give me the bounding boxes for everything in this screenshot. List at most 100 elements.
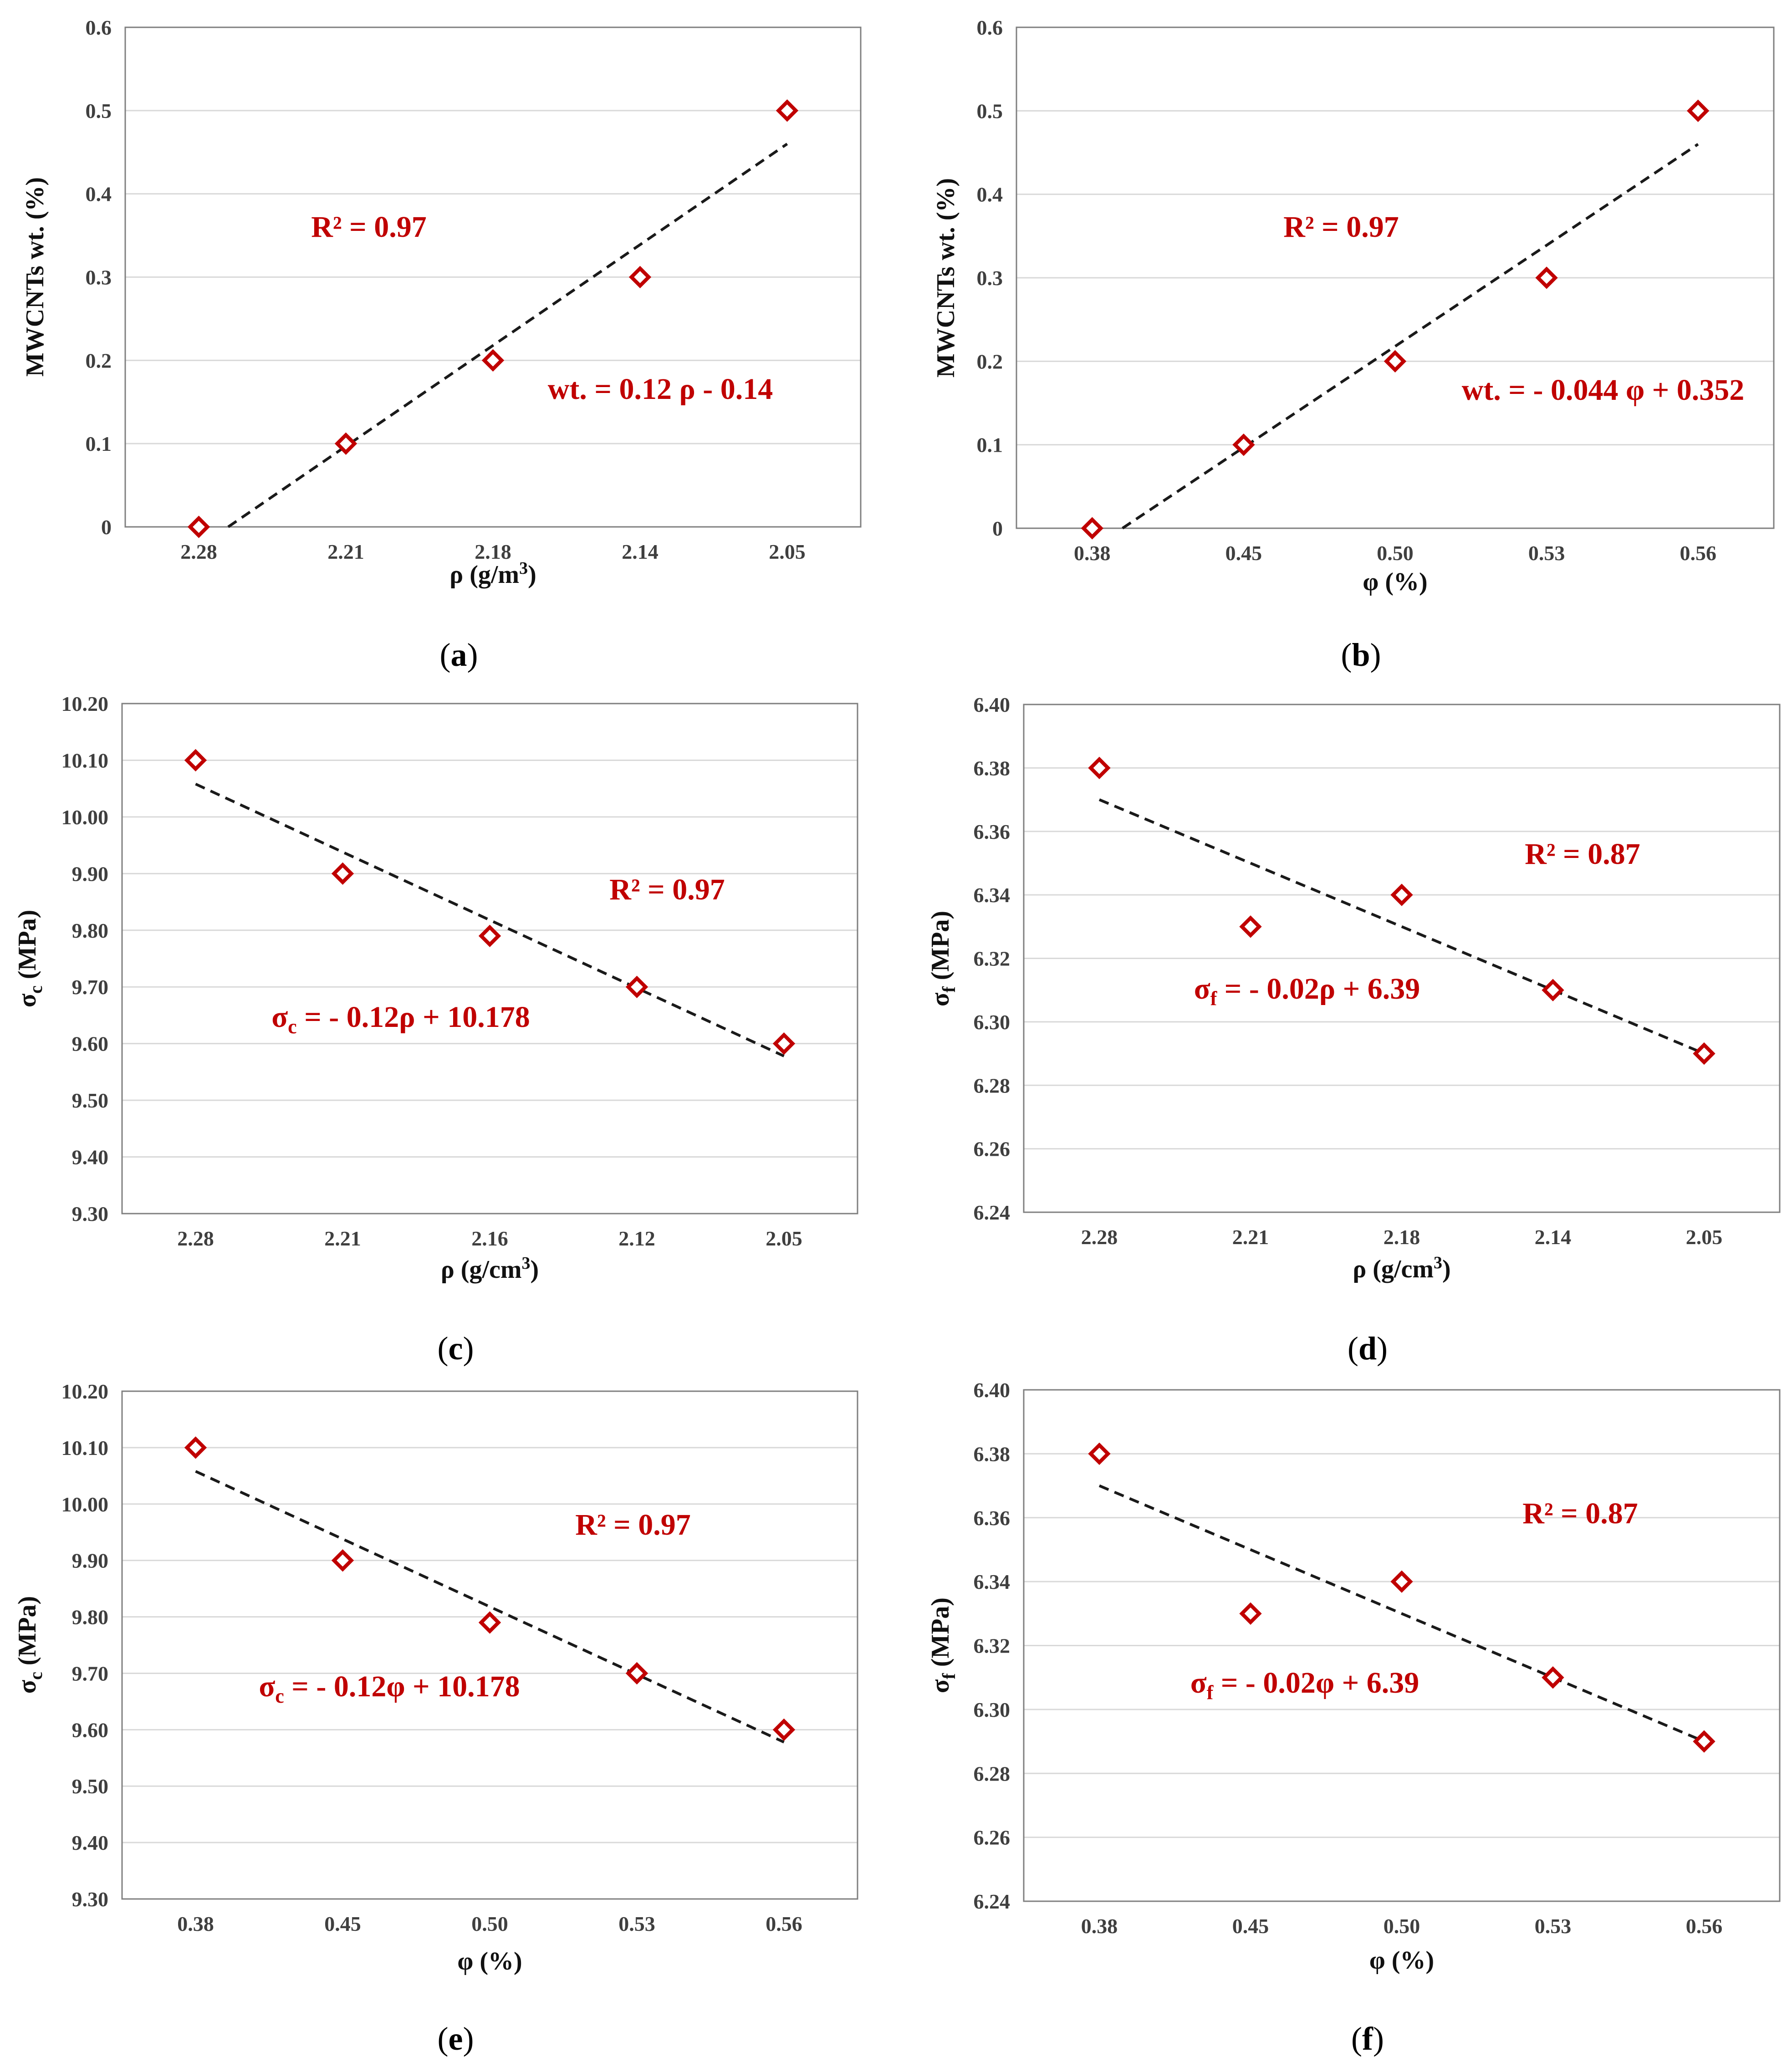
equation-rest: = - 0.12φ + 10.178 — [284, 1670, 520, 1703]
y-axis-label-main: σ — [13, 1679, 41, 1694]
y-tick-label: 9.60 — [72, 1032, 109, 1056]
y-tick-label: 0.3 — [977, 266, 1003, 290]
y-axis-label-subscript: c — [26, 985, 46, 994]
panel-caption: (d) — [1348, 1330, 1388, 1367]
x-axis-label-main: ρ (g/cm — [1353, 1255, 1434, 1283]
x-tick-label: 0.45 — [1232, 1914, 1269, 1938]
x-tick-label: 0.45 — [1225, 541, 1262, 565]
data-point — [1693, 1042, 1715, 1065]
y-tick-label: 6.24 — [974, 1201, 1011, 1224]
y-tick-label: 0 — [101, 515, 112, 539]
x-tick-label: 2.14 — [622, 540, 659, 563]
x-tick-label: 0.56 — [766, 1912, 802, 1935]
y-axis-label-main: MWCNTs wt. (%) — [21, 177, 49, 377]
data-point — [625, 1662, 648, 1685]
y-tick-label: 0.4 — [86, 183, 112, 206]
equation-symbol: σ — [271, 1000, 288, 1034]
data-point — [1687, 99, 1710, 122]
plot-area-border — [121, 1390, 858, 1900]
panel-caption: (c) — [438, 1330, 474, 1367]
y-axis-label: σc (MPa) — [13, 910, 46, 1008]
x-axis-label: ρ (g/cm3) — [441, 1254, 539, 1284]
y-tick-label: 10.00 — [61, 1493, 109, 1516]
equation-subscript: c — [288, 1016, 297, 1038]
fit-equation-annotation: wt. = - 0.044 φ + 0.352 — [1462, 373, 1745, 407]
data-point — [1239, 915, 1262, 938]
x-axis-label-superscript: 3 — [522, 1254, 531, 1273]
data-point — [1232, 434, 1255, 456]
y-tick-label: 6.32 — [974, 947, 1011, 970]
caption-open-paren: ( — [1351, 2021, 1362, 2057]
equation-symbol: σ — [259, 1670, 275, 1703]
y-tick-label: 9.70 — [72, 1662, 109, 1685]
data-point — [776, 99, 799, 122]
data-point — [1384, 350, 1407, 373]
data-point — [1088, 756, 1111, 780]
caption-close-paren: ) — [1373, 2021, 1384, 2057]
y-tick-label: 6.32 — [974, 1634, 1011, 1658]
y-tick-label: 6.26 — [974, 1138, 1011, 1161]
caption-letter: c — [449, 1330, 463, 1367]
y-tick-label: 9.70 — [72, 975, 109, 999]
x-tick-label: 2.18 — [475, 540, 511, 563]
x-axis-label-main: φ (%) — [1369, 1946, 1434, 1975]
y-axis-label-main: σ — [926, 1679, 955, 1693]
data-point — [1390, 1570, 1413, 1593]
x-tick-label: 0.53 — [618, 1912, 655, 1935]
data-point — [1542, 1666, 1564, 1689]
r-squared-annotation: R² = 0.97 — [609, 873, 725, 906]
caption-open-paren: ( — [438, 1330, 449, 1367]
fit-equation-annotation: σc = - 0.12ρ + 10.178 — [271, 1000, 530, 1038]
x-tick-label: 0.50 — [471, 1912, 508, 1935]
y-axis-label: σf (MPa) — [926, 1597, 959, 1693]
trendline — [1098, 798, 1705, 1055]
y-tick-label: 0.1 — [86, 432, 112, 455]
y-axis-label: σc (MPa) — [13, 1596, 46, 1694]
plot-area-border — [1023, 1389, 1781, 1902]
y-tick-label: 9.30 — [72, 1888, 109, 1911]
chart-panel-e: 9.30 9.40 9.50 9.60 9.70 9.80 9.90 10.00 10.10 10… — [13, 1380, 858, 2057]
chart-panel-f: 6.24 6.26 6.28 6.30 6.32 6.34 6.36 6.38 6.40 0.38… — [926, 1378, 1781, 2057]
y-axis-label-subscript: f — [939, 1673, 959, 1679]
equation-symbol: σ — [1194, 972, 1210, 1005]
x-axis-label: φ (%) — [1363, 568, 1427, 596]
y-tick-label: 6.40 — [974, 693, 1011, 716]
y-axis-label-main: σ — [13, 993, 41, 1007]
y-tick-label: 9.90 — [72, 1549, 109, 1572]
trendline — [195, 782, 785, 1057]
y-axis-label-end: (MPa) — [926, 911, 955, 986]
data-point — [187, 515, 210, 538]
x-tick-label: 2.05 — [1686, 1225, 1723, 1249]
caption-open-paren: ( — [440, 637, 451, 673]
y-axis-label: σf (MPa) — [926, 911, 959, 1006]
x-tick-label: 2.05 — [769, 540, 806, 563]
y-tick-label: 6.38 — [974, 756, 1011, 780]
y-axis-label-end: (MPa) — [13, 1596, 41, 1672]
x-tick-label: 2.28 — [177, 1227, 214, 1250]
y-tick-label: 6.30 — [974, 1698, 1011, 1721]
y-tick-label: 0.6 — [86, 16, 112, 39]
trendline — [1098, 1484, 1705, 1743]
y-axis-label-main: MWCNTs wt. (%) — [932, 178, 960, 378]
fit-equation-annotation: wt. = 0.12 ρ - 0.14 — [548, 373, 773, 406]
y-tick-label: 0 — [992, 517, 1003, 540]
r-squared-annotation: R² = 0.97 — [575, 1508, 691, 1541]
y-tick-label: 0.2 — [977, 350, 1003, 373]
equation-rest: = - 0.12ρ + 10.178 — [297, 1000, 530, 1034]
y-tick-label: 9.40 — [72, 1831, 109, 1854]
data-point — [478, 1611, 501, 1634]
y-tick-label: 6.30 — [974, 1011, 1011, 1034]
x-axis-label: ρ (g/cm3) — [1353, 1253, 1450, 1283]
plot-area-border — [1023, 704, 1781, 1213]
y-tick-label: 0.3 — [86, 266, 112, 289]
y-tick-label: 0.1 — [977, 434, 1003, 457]
chart-panel-b: 0 0.1 0.2 0.3 0.4 0.5 0.6 0.38 0.45 0.50 0.53 0.56 R… — [932, 16, 1775, 673]
y-tick-label: 6.28 — [974, 1762, 1011, 1785]
r-squared-annotation: R² = 0.87 — [1522, 1497, 1638, 1530]
caption-letter: e — [449, 2021, 463, 2057]
x-tick-label: 0.56 — [1680, 541, 1716, 565]
equation-symbol: σ — [1190, 1666, 1207, 1700]
data-point — [184, 749, 207, 772]
equation-rest: = - 0.02ρ + 6.39 — [1217, 972, 1420, 1005]
